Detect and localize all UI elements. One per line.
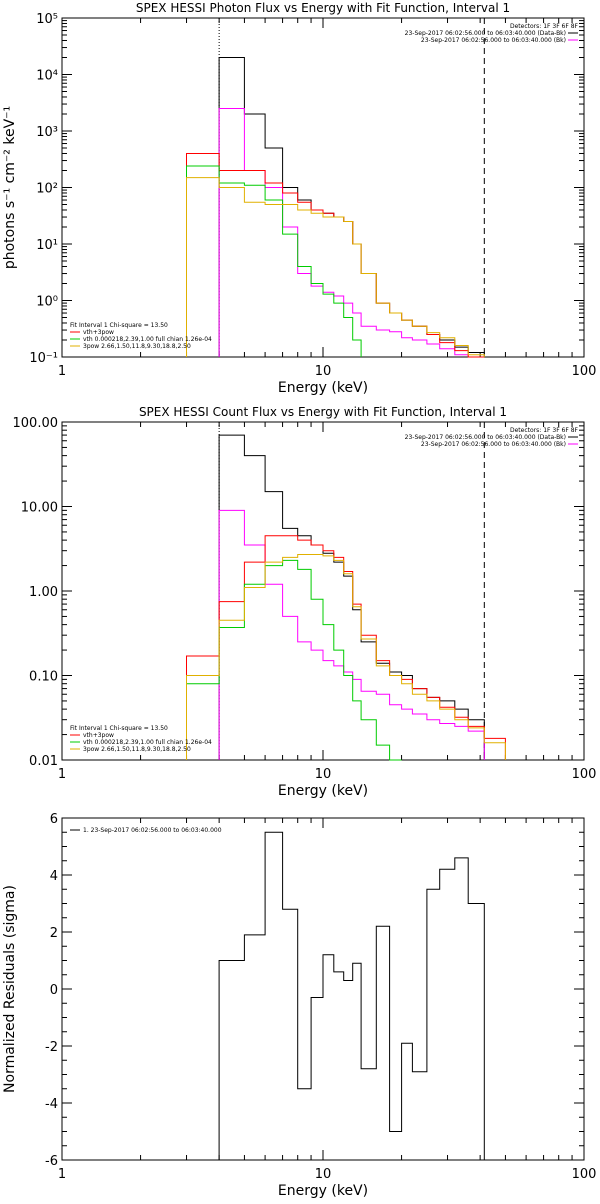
x-tick-label: 10 xyxy=(315,767,332,782)
x-axis-label: Energy (keV) xyxy=(278,380,368,396)
y-tick-label: 10.00 xyxy=(21,501,58,516)
y-tick-label: 10⁴ xyxy=(36,69,58,84)
y-axis-label: Normalized Residuals (sigma) xyxy=(2,885,18,1093)
x-axis-label: Energy (keV) xyxy=(278,783,368,799)
legend-entry: 23-Sep-2017 06:02:56.000 to 06:03:40.000… xyxy=(405,434,566,441)
plot-frame xyxy=(61,17,585,358)
x-tick-label: 100 xyxy=(572,364,597,379)
y-axis-label: photons s⁻¹ cm⁻² keV⁻¹ xyxy=(2,106,18,269)
x-tick-label: 100 xyxy=(572,1167,597,1182)
chart-title: SPEX HESSI Photon Flux vs Energy with Fi… xyxy=(136,1,510,15)
x-tick-label: 1 xyxy=(58,1167,66,1182)
y-tick-label: 10⁰ xyxy=(36,295,58,310)
y-tick-label: 10³ xyxy=(36,125,58,140)
x-axis-label: Energy (keV) xyxy=(278,1183,368,1199)
x-tick-label: 1 xyxy=(58,364,66,379)
legend-entry: 23-Sep-2017 06:02:56.000 to 06:03:40.000… xyxy=(421,37,566,44)
series-line-3 xyxy=(186,153,485,358)
fit-legend-header: Fit Interval 1 Chi-square = 13.50 xyxy=(70,725,168,732)
y-tick-label: 6 xyxy=(50,812,58,827)
fit-legend-header: Fit Interval 1 Chi-square = 13.50 xyxy=(70,322,168,329)
series-line-2 xyxy=(218,108,469,357)
panel-3: 1 10 100 -6 -4 -2 0 2 4 6 Energy (keV) Normalized R… xyxy=(2,812,596,1199)
series-line-3 xyxy=(186,535,506,760)
legend-entry: 3pow 2.66,1.50,11.8,9.30,18.8,2.50 xyxy=(83,746,191,753)
y-tick-label: 10⁵ xyxy=(36,12,58,27)
y-tick-label: -2 xyxy=(45,1040,58,1055)
legend-header: Detectors: 1F 3F 6F 8F xyxy=(510,23,579,30)
x-tick-label: 100 xyxy=(572,767,597,782)
legend-entry: 1. 23-Sep-2017 06:02:56.000 to 06:03:40.… xyxy=(83,827,222,834)
y-tick-label: 0.10 xyxy=(29,670,58,685)
chart-title: SPEX HESSI Count Flux vs Energy with Fit… xyxy=(139,405,507,419)
plot-frame xyxy=(61,421,585,761)
x-tick-label: 10 xyxy=(315,1167,332,1182)
series-line-1 xyxy=(218,434,485,760)
series-line-5 xyxy=(186,177,485,357)
y-tick-label: 10¹ xyxy=(36,238,58,253)
y-tick-label: 10² xyxy=(36,182,58,197)
panel-2: 1 10 100 0.01 0.10 1.00 10.00 100.00 SPEX HESSI … xyxy=(13,405,597,799)
legend-entry: 23-Sep-2017 06:02:56.000 to 06:03:40.000… xyxy=(421,441,566,448)
legend-entry: 3pow 2.66,1.50,11.8,9.30,18.8,2.50 xyxy=(83,343,191,350)
x-tick-label: 1 xyxy=(58,767,66,782)
series-line-1 xyxy=(218,831,485,1160)
legend-entry: vth+3pow xyxy=(83,329,114,336)
series-line-4 xyxy=(186,165,362,357)
y-tick-label: -6 xyxy=(45,1154,58,1169)
x-tick-label: 10 xyxy=(315,364,332,379)
y-tick-label: 10⁻¹ xyxy=(29,351,58,366)
legend-header: Detectors: 1F 3F 6F 8F xyxy=(510,427,579,434)
y-tick-label: 0 xyxy=(50,983,58,998)
legend-entry: vth 0.000218,2.39,1.00 full chian 1.26e-… xyxy=(83,336,212,343)
y-tick-label: 4 xyxy=(50,869,58,884)
legend-entry: vth 0.000218,2.39,1.00 full chian 1.26e-… xyxy=(83,739,212,746)
y-tick-label: 0.01 xyxy=(29,754,58,769)
y-tick-label: 2 xyxy=(50,926,58,941)
legend-entry: vth+3pow xyxy=(83,732,114,739)
y-tick-label: 1.00 xyxy=(29,585,58,600)
series-line-1 xyxy=(218,57,485,357)
series-line-2 xyxy=(218,509,485,760)
legend-entry: 23-Sep-2017 06:02:56.000 to 06:03:40.000… xyxy=(405,30,566,37)
y-tick-label: -4 xyxy=(45,1097,58,1112)
panel-1: 1 10 100 10⁻¹ 10⁰ 10¹ 10² 10³ 10⁴ 10⁵ SPEX HESSI P… xyxy=(2,1,596,396)
y-tick-label: 100.00 xyxy=(13,416,59,431)
series-line-5 xyxy=(186,554,506,760)
